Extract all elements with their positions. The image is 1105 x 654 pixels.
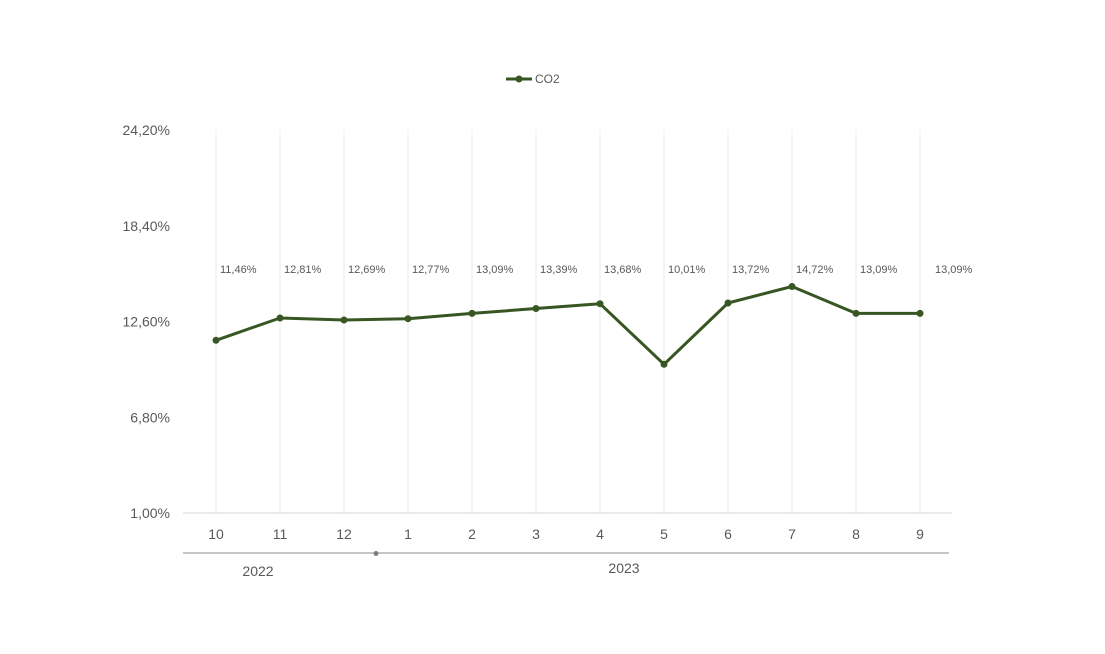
y-tick-label: 24,20% <box>123 122 170 138</box>
data-point <box>788 283 796 290</box>
y-axis: 1,00% 6,80% 12,60% 18,40% 24,20% <box>123 122 170 521</box>
data-label: 11,46% <box>220 264 257 276</box>
data-point <box>532 305 540 312</box>
data-label: 13,09% <box>935 264 973 276</box>
x-tick-label: 1 <box>404 526 412 542</box>
x-tick-label: 3 <box>532 526 540 542</box>
legend-marker <box>515 75 523 83</box>
data-label: 12,77% <box>412 264 450 276</box>
data-labels: 11,46% 12,81% 12,69% 12,77% 13,09% 13,39% 13,6… <box>220 264 973 276</box>
data-label: 13,72% <box>732 264 770 276</box>
x-tick-label: 5 <box>660 526 668 542</box>
data-label: 10,01% <box>668 264 706 276</box>
data-point <box>724 299 732 307</box>
y-tick-label: 12,60% <box>123 314 170 330</box>
data-label: 13,68% <box>604 264 642 276</box>
data-point <box>916 309 924 317</box>
data-label: 14,72% <box>796 264 834 276</box>
vertical-gridlines <box>215 130 921 513</box>
y-tick-label: 1,00% <box>130 505 170 521</box>
legend-label: CO2 <box>535 72 560 86</box>
x-tick-label: 10 <box>208 526 224 542</box>
y-tick-label: 18,40% <box>123 218 170 234</box>
data-point <box>276 314 284 322</box>
data-label: 12,69% <box>348 264 386 276</box>
x-tick-label: 7 <box>788 526 796 542</box>
x-tick-label: 12 <box>336 526 352 542</box>
x-tick-label: 2 <box>468 526 476 542</box>
legend: CO2 <box>506 72 560 86</box>
data-point <box>852 309 860 317</box>
data-label: 13,39% <box>540 264 578 276</box>
year-label-2022: 2022 <box>242 563 273 579</box>
series-co2 <box>212 283 924 368</box>
data-label: 13,09% <box>860 264 898 276</box>
x-tick-label: 4 <box>596 526 604 542</box>
data-point <box>468 309 476 317</box>
year-label-2023: 2023 <box>608 560 639 576</box>
data-point <box>340 316 348 324</box>
data-label: 13,09% <box>476 264 514 276</box>
x-tick-label: 6 <box>724 526 732 542</box>
data-point <box>212 336 220 344</box>
x-tick-label: 8 <box>852 526 860 542</box>
year-separator-marker <box>373 551 379 556</box>
series-line-co2 <box>214 285 922 366</box>
y-tick-label: 6,80% <box>130 409 170 425</box>
x-tick-label: 11 <box>273 526 288 542</box>
data-point <box>596 300 604 308</box>
data-label: 12,81% <box>284 264 322 276</box>
data-point <box>404 315 412 323</box>
x-tick-label: 9 <box>916 526 924 542</box>
data-point <box>660 360 668 368</box>
